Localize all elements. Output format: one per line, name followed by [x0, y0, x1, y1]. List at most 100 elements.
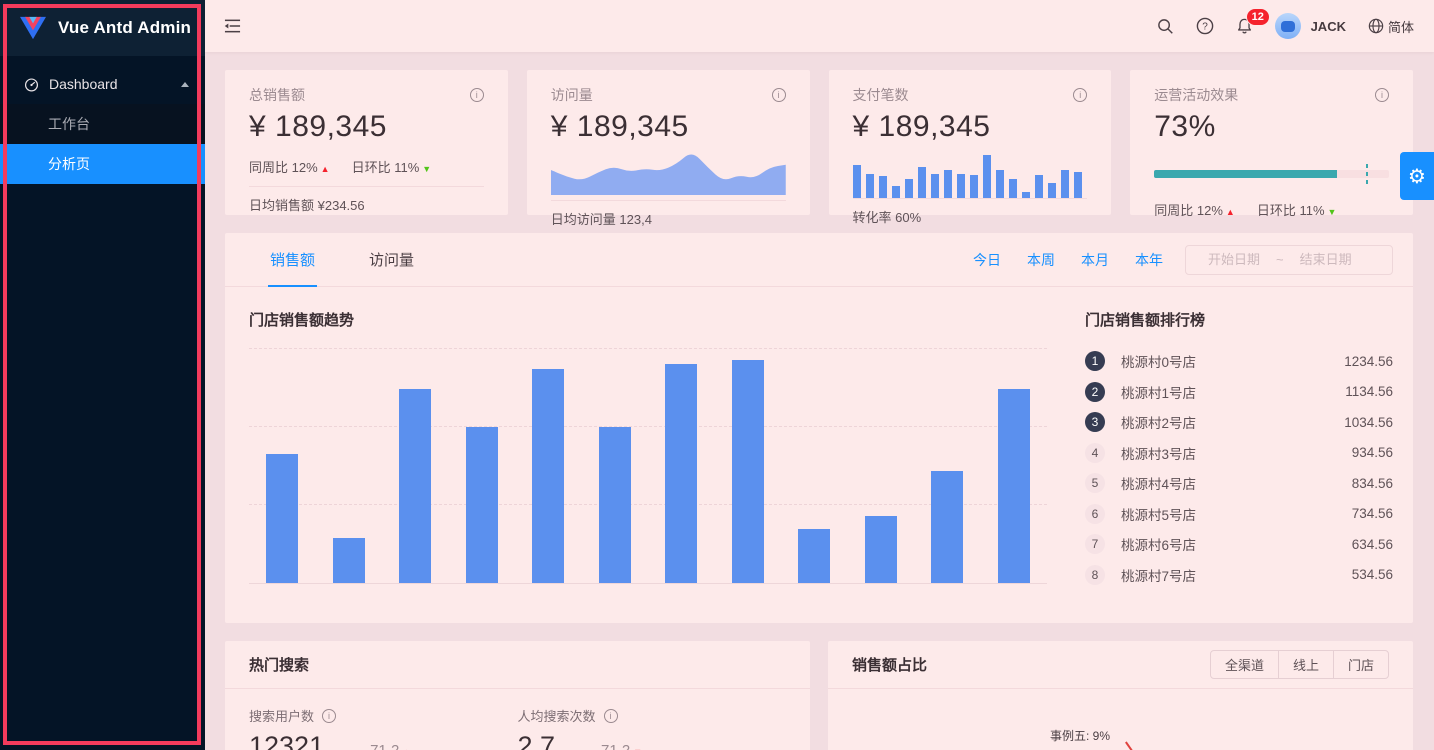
campaign-progress-bar: [1154, 164, 1389, 184]
rank-badge: 2: [1085, 381, 1105, 402]
store-sales-value: 1134.56: [1345, 384, 1393, 400]
hot-search-title: 热门搜索: [249, 657, 310, 674]
sidebar: Vue Antd Admin Dashboard 工作台 分析页: [0, 0, 205, 750]
ranking-row: 6 桃源村5号店 734.56: [1085, 499, 1393, 530]
hot-search-card: 热门搜索 搜索用户数 i 12321 71.2▲ 人均搜索次数: [225, 641, 810, 750]
globe-icon: [1368, 18, 1384, 34]
bar: [1060, 170, 1069, 198]
bar: [1021, 192, 1030, 198]
ranking-title: 门店销售额排行榜: [1085, 312, 1206, 329]
avatar[interactable]: [1274, 13, 1301, 39]
bar: [731, 360, 764, 583]
menu-fold-icon[interactable]: [224, 18, 241, 34]
quick-filter-link[interactable]: 本年: [1135, 251, 1163, 268]
gear-icon: ⚙: [1408, 165, 1426, 188]
bar: [969, 175, 978, 198]
trend-up-icon: ▲: [1225, 207, 1235, 217]
language-switcher[interactable]: 简体: [1368, 17, 1414, 36]
stat-card-title: 运营活动效果: [1154, 87, 1239, 103]
channel-segmented-control: 全渠道 线上 门店: [1209, 650, 1389, 679]
rank-badge: 5: [1085, 473, 1105, 494]
stat-card-value: 73%: [1154, 110, 1216, 143]
pie-callout-line: [1125, 741, 1133, 750]
help-icon[interactable]: ?: [1196, 17, 1214, 35]
rank-badge: 4: [1085, 442, 1105, 463]
end-date-input[interactable]: [1287, 252, 1364, 267]
store-name: 桃源村6号店: [1121, 538, 1197, 554]
dashboard-icon: [24, 77, 39, 91]
bar: [1073, 172, 1082, 198]
notification-badge: 12: [1245, 8, 1270, 26]
bar: [982, 155, 991, 198]
quick-filter-link[interactable]: 本周: [1027, 251, 1055, 268]
bar: [917, 167, 926, 198]
search-icon[interactable]: [1157, 18, 1174, 35]
stat-cards-row: 总销售额 i ¥ 189,345 同周比 12% ▲ 日环比 11% ▼ 日均销售额…: [225, 70, 1413, 227]
trend-down-icon: ▼: [1327, 207, 1337, 217]
sidebar-item-workbench[interactable]: 工作台: [0, 104, 205, 144]
avg-search-value: 2.7: [517, 731, 556, 750]
tab-visits[interactable]: 访问量: [369, 252, 415, 269]
quick-filter-link[interactable]: 本月: [1081, 251, 1109, 268]
store-name: 桃源村5号店: [1121, 507, 1197, 523]
bar: [865, 174, 874, 198]
tab-sales[interactable]: 销售额: [268, 233, 318, 287]
bar: [997, 389, 1030, 583]
info-icon[interactable]: i: [469, 88, 484, 102]
language-label: 简体: [1387, 19, 1414, 35]
bar: [1008, 179, 1017, 198]
info-icon[interactable]: i: [1375, 88, 1389, 102]
sidebar-item-analysis[interactable]: 分析页: [0, 144, 205, 184]
info-icon[interactable]: i: [322, 708, 337, 723]
stat-card-title: 支付笔数: [852, 87, 909, 103]
app-logo[interactable]: Vue Antd Admin: [0, 0, 205, 56]
search-users-trend: 71.2▲: [370, 742, 411, 750]
main-content: 总销售额 i ¥ 189,345 同周比 12% ▲ 日环比 11% ▼ 日均销售额…: [205, 52, 1434, 750]
sales-tabbar: 销售额 访问量 今日 本周 本月 本年 ~: [225, 233, 1413, 287]
settings-gear-button[interactable]: ⚙: [1400, 152, 1434, 200]
sales-ratio-pie-chart: 事例五: 9%: [828, 689, 1413, 750]
channel-button[interactable]: 全渠道: [1209, 650, 1279, 679]
channel-button[interactable]: 线上: [1277, 650, 1334, 679]
date-separator: ~: [1276, 252, 1284, 267]
payments-bar-chart: [852, 144, 1088, 198]
channel-button[interactable]: 门店: [1332, 650, 1389, 679]
search-users-value: 12321: [249, 731, 325, 750]
sidebar-item-dashboard[interactable]: Dashboard: [0, 64, 205, 104]
notifications-bell-icon[interactable]: 12: [1236, 8, 1270, 35]
info-icon[interactable]: i: [1073, 88, 1088, 102]
info-icon[interactable]: i: [603, 708, 618, 723]
sidebar-item-label: Dashboard: [49, 76, 118, 92]
trend-weekly: 同周比 12% ▲: [249, 160, 330, 175]
quick-filter-link[interactable]: 今日: [973, 251, 1001, 268]
trend-down-icon: ▼: [422, 164, 432, 174]
stat-card-footer: 转化率 60%: [852, 210, 922, 225]
stat-card-value: ¥ 189,345: [249, 110, 387, 143]
store-sales-value: 834.56: [1351, 475, 1393, 491]
avg-search-stat: 人均搜索次数 i 2.7 71.2▼: [518, 706, 787, 750]
store-name: 桃源村7号店: [1121, 568, 1197, 584]
progress-target-marker: [1365, 164, 1368, 184]
username[interactable]: JACK: [1310, 18, 1346, 34]
vue-logo-icon: [20, 16, 46, 40]
info-icon[interactable]: i: [771, 88, 786, 102]
ranking-row: 8 桃源村7号店 534.56: [1085, 560, 1393, 591]
ranking-row: 2 桃源村1号店 1134.56: [1085, 377, 1393, 408]
store-name: 桃源村0号店: [1121, 355, 1197, 371]
search-users-stat: 搜索用户数 i 12321 71.2▲: [249, 706, 518, 750]
stat-card-total-sales: 总销售额 i ¥ 189,345 同周比 12% ▲ 日环比 11% ▼ 日均销售额…: [225, 70, 508, 215]
rank-badge: 7: [1085, 534, 1105, 555]
sales-ratio-title: 销售额占比: [852, 657, 928, 674]
bar: [798, 529, 831, 583]
date-range-picker[interactable]: ~: [1185, 244, 1393, 275]
store-sales-value: 1234.56: [1344, 353, 1393, 369]
bar: [956, 174, 965, 198]
bar: [665, 364, 698, 583]
bar: [931, 471, 964, 583]
bar: [465, 427, 498, 583]
bar: [891, 186, 900, 198]
store-name: 桃源村1号店: [1121, 385, 1197, 401]
start-date-input[interactable]: [1196, 252, 1272, 267]
store-sales-value: 934.56: [1351, 445, 1393, 461]
sidebar-item-label: 分析页: [48, 156, 90, 172]
